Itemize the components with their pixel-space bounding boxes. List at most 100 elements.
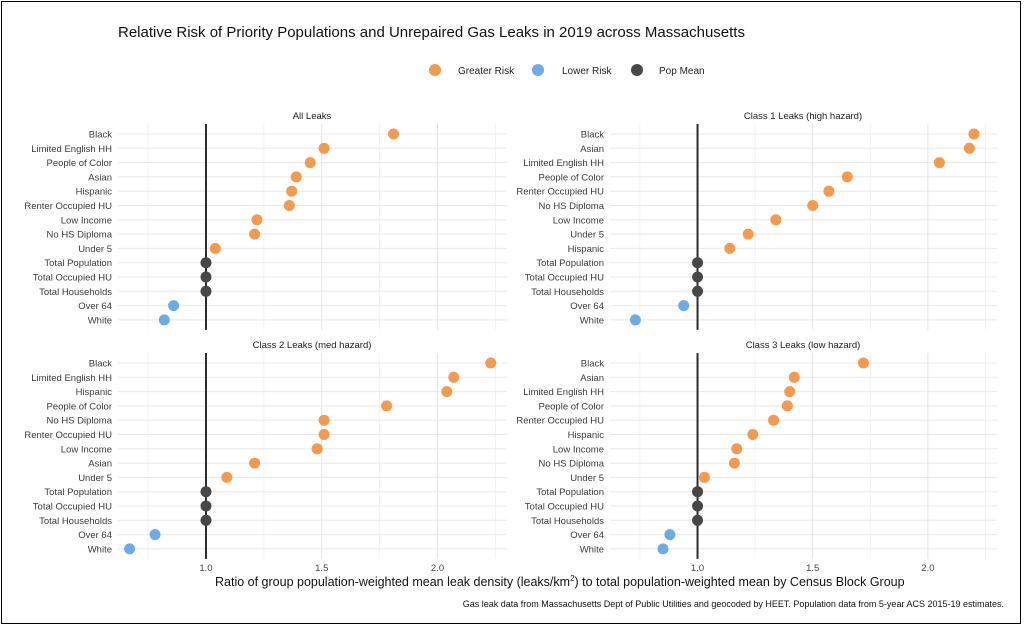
category-label-over-64: Over 64 [78,530,112,541]
point-renter-occupied-hu [823,185,835,197]
category-label-asian: Asian [580,373,604,384]
point-total-population [692,486,704,498]
x-tick-label: 1.5 [315,563,328,574]
category-label-total-occupied-hu: Total Occupied HU [33,502,112,513]
point-total-households [692,514,704,526]
x-axis-label-tail: ) to total population-weighted mean by C… [575,575,905,589]
panels: All Leaks Black Limited English HH People o… [24,111,997,574]
category-label-people-of-color: People of Color [47,401,112,412]
point-over-64 [678,300,690,312]
legend-marker-lower-risk [532,64,544,76]
category-label-total-occupied-hu: Total Occupied HU [525,273,604,284]
point-total-population [200,257,212,269]
category-label-white: White [580,544,604,555]
category-label-over-64: Over 64 [570,530,604,541]
x-tick-label: 2.0 [431,563,444,574]
point-black [968,128,980,140]
point-under-5 [698,471,710,483]
category-label-total-population: Total Population [44,258,112,269]
point-total-population [692,257,704,269]
point-low-income [731,443,743,455]
legend-label-greater-risk: Greater Risk [458,66,515,77]
x-axis-label-main: Ratio of group population-weighted mean … [215,575,570,589]
point-low-income [251,214,263,226]
category-label-under-5: Under 5 [78,473,112,484]
point-total-households [200,514,212,526]
panel-title: Class 3 Leaks (low hazard) [746,340,861,351]
x-axis-label: Ratio of group population-weighted mean … [215,574,905,589]
point-under-5 [742,228,754,240]
category-label-hispanic: Hispanic [76,387,113,398]
category-label-over-64: Over 64 [78,301,112,312]
category-label-no-hs-diploma: No HS Diploma [47,230,113,241]
point-total-occupied-hu [692,271,704,283]
category-label-limited-english-hh: Limited English HH [523,387,604,398]
category-label-low-income: Low Income [553,444,604,455]
category-label-white: White [88,544,112,555]
category-label-white: White [580,315,604,326]
category-label-hispanic: Hispanic [76,187,113,198]
category-label-asian: Asian [88,459,112,470]
point-over-64 [168,300,180,312]
panel-title: Class 1 Leaks (high hazard) [744,111,862,122]
point-over-64 [149,529,161,541]
point-renter-occupied-hu [768,414,780,426]
point-asian [290,171,302,183]
point-under-5 [209,242,221,254]
category-label-black: Black [89,359,112,370]
point-low-income [770,214,782,226]
category-label-total-occupied-hu: Total Occupied HU [33,273,112,284]
point-total-households [692,285,704,297]
category-label-no-hs-diploma: No HS Diploma [539,459,605,470]
category-label-limited-english-hh: Limited English HH [31,144,112,155]
category-label-renter-occupied-hu: Renter Occupied HU [24,430,112,441]
category-label-low-income: Low Income [61,215,112,226]
category-label-hispanic: Hispanic [568,244,605,255]
category-label-total-households: Total Households [39,287,112,298]
point-hispanic [286,185,298,197]
point-black [485,357,497,369]
point-limited-english-hh [318,142,330,154]
point-asian [249,457,261,469]
point-low-income [311,443,323,455]
point-people-of-color [381,400,393,412]
category-label-asian: Asian [580,144,604,155]
point-limited-english-hh [448,371,460,383]
category-label-people-of-color: People of Color [539,172,604,183]
category-label-total-population: Total Population [536,487,604,498]
category-label-limited-english-hh: Limited English HH [523,158,604,169]
point-renter-occupied-hu [283,200,295,211]
point-black [388,128,400,140]
point-total-population [200,486,212,498]
category-label-people-of-color: People of Color [539,401,604,412]
category-label-under-5: Under 5 [570,230,604,241]
point-white [124,543,136,555]
category-label-black: Black [581,130,604,141]
category-label-under-5: Under 5 [570,473,604,484]
panel-title: All Leaks [293,111,332,122]
point-people-of-color [304,157,316,169]
point-under-5 [221,471,233,483]
legend-label-lower-risk: Lower Risk [562,66,612,77]
category-label-total-households: Total Households [39,516,112,527]
point-asian [788,371,800,383]
category-label-low-income: Low Income [61,444,112,455]
category-label-asian: Asian [88,172,112,183]
point-limited-english-hh [933,157,945,169]
panel-title: Class 2 Leaks (med hazard) [253,340,372,351]
point-total-occupied-hu [200,271,212,283]
category-label-over-64: Over 64 [570,301,604,312]
category-label-no-hs-diploma: No HS Diploma [539,201,605,212]
point-no-hs-diploma [318,414,330,426]
point-people-of-color [781,400,793,412]
category-label-hispanic: Hispanic [568,430,605,441]
category-label-renter-occupied-hu: Renter Occupied HU [24,201,112,212]
panel-class-3-leaks-low-hazard: Class 3 Leaks (low hazard) Black Asian Limi… [516,340,997,574]
point-total-occupied-hu [692,500,704,512]
x-tick-label: 1.0 [691,563,704,574]
category-label-total-occupied-hu: Total Occupied HU [525,502,604,513]
legend: Greater Risk Lower Risk Pop Mean [429,64,705,77]
point-hispanic [441,386,453,398]
category-label-under-5: Under 5 [78,244,112,255]
point-renter-occupied-hu [318,429,330,440]
